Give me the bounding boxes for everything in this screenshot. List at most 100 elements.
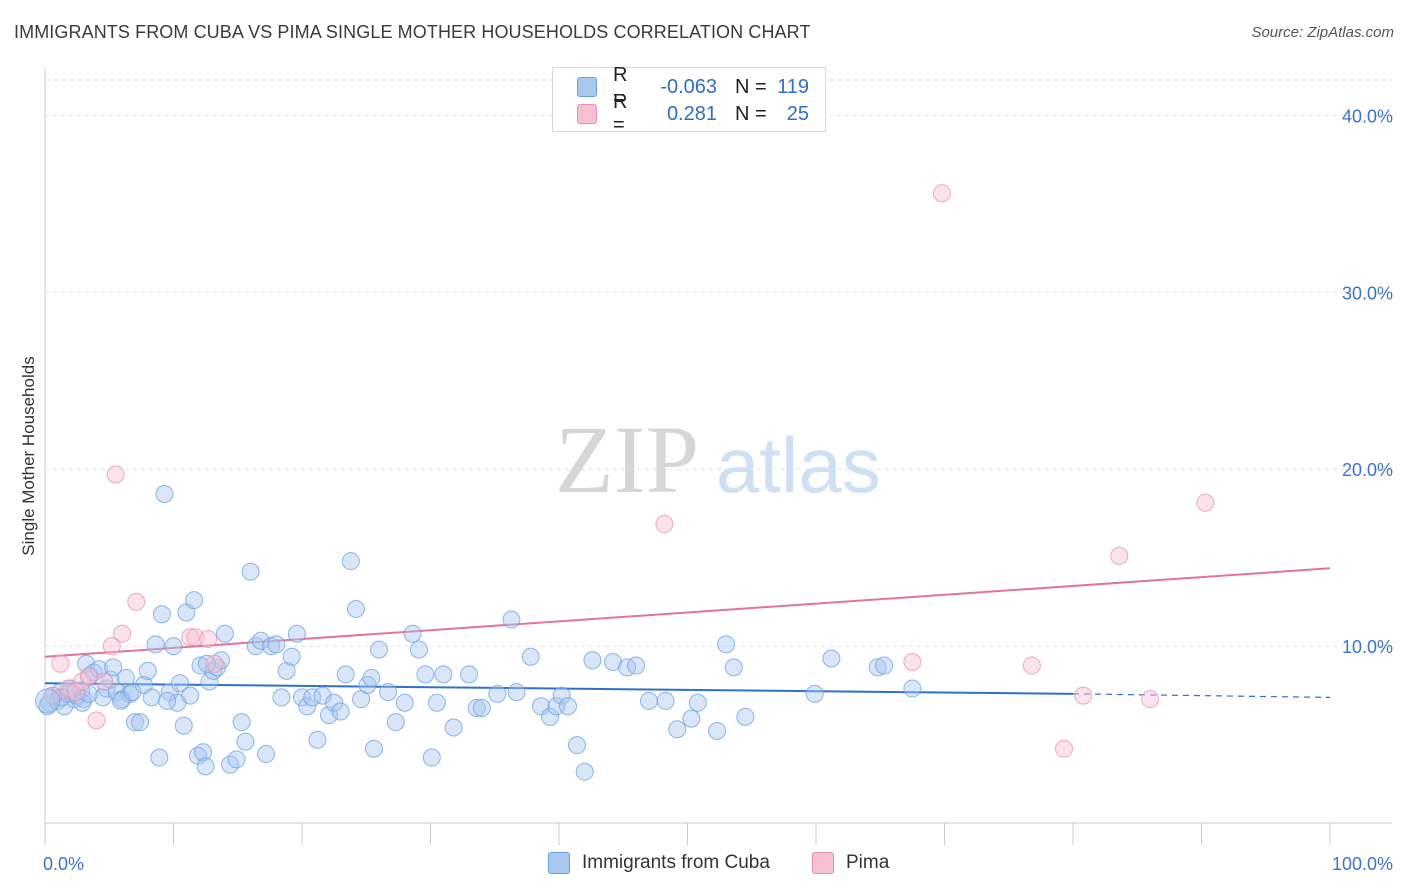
cuba-point [395,693,414,712]
cuba-point [656,691,675,710]
bottom-legend-swatch-pima [812,852,834,874]
x-tick-label: 0.0% [43,854,84,874]
cuba-point [822,649,841,668]
pima-point [655,515,674,534]
correlation-legend: R = -0.063 N = 119 R = 0.281 N = 25 [552,64,826,136]
cuba-point [246,637,265,656]
pima-point [102,637,121,656]
pima-point [95,672,114,691]
cuba-point [567,736,586,755]
cuba-point [403,624,422,643]
cuba-point [97,679,116,698]
cuba-point [507,683,526,702]
cuba-point [194,743,213,762]
cuba-point [142,688,161,707]
y-tick-label: 10.0% [1342,637,1393,657]
cuba-point [627,656,646,675]
legend-swatch-pima [577,104,597,124]
cuba-point [379,683,398,702]
pima-point [1141,690,1160,709]
pima-point [106,465,125,484]
pima-point [932,184,951,203]
pima-trend-line [44,567,1331,658]
legend-n-label: N = [735,75,767,98]
cuba-point [73,693,92,712]
cuba-point [583,651,602,670]
pima-point [1196,493,1215,512]
cuba-point [150,748,169,767]
y-tick-label: 20.0% [1342,460,1393,480]
cuba-point [146,635,165,654]
cuba-point [575,762,594,781]
cuba-point [174,716,193,735]
cuba-point [467,699,486,718]
watermark-zip: ZIP [555,406,699,513]
cuba-point [120,684,139,703]
cuba-point [521,647,540,666]
cuba-point [736,707,755,726]
pima-point [51,654,70,673]
cuba-trend-line [44,682,1074,695]
chart-title: IMMIGRANTS FROM CUBA VS PIMA SINGLE MOTH… [14,22,811,42]
pima-point [79,667,98,686]
cuba-point [364,739,383,758]
pima-point [66,683,85,702]
legend-row-pima: R = 0.281 N = 25 [577,91,809,136]
pima-point [1110,546,1129,565]
cuba-point [341,552,360,571]
cuba-point [502,610,521,629]
cuba-point [308,730,327,749]
cuba-point [215,624,234,643]
cuba-point [472,699,491,718]
cuba-point [868,658,887,677]
cuba-point [875,656,894,675]
cuba-point [185,591,204,610]
tick-labels: 10.0% 20.0% 30.0% 40.0% 0.0% 100.0% [43,106,1393,874]
pima-point [199,630,218,649]
cuba-point [541,707,560,726]
bottom-legend-swatch-cuba [548,852,570,874]
pima-point [127,592,146,611]
cuba-point [422,748,441,767]
cuba-point [434,665,453,684]
pima-point [205,654,224,673]
cuba-point [267,635,286,654]
cuba-point [331,702,350,721]
legend-r-value-pima: 0.281 [666,102,717,125]
cuba-point [170,674,189,693]
cuba-point [558,697,577,716]
pima-point [903,653,922,672]
legend-r-value-cuba: -0.063 [660,75,717,98]
y-tick-label: 30.0% [1342,283,1393,303]
y-axis-label: Single Mother Households [19,356,38,555]
source-label: Source: ZipAtlas.com [1251,24,1394,41]
cuba-trend-extension [1072,693,1331,698]
pima-point [1055,739,1074,758]
cuba-point [257,745,276,764]
cuba-point [197,654,216,673]
cuba-point [293,688,311,707]
cuba-point [251,631,270,650]
bottom-legend-label-pima: Pima [846,852,890,873]
x-tick-label: 100.0% [1332,854,1393,874]
cuba-point [152,605,171,624]
cuba-point [155,484,174,503]
legend-n-label: N = [735,102,767,125]
cuba-point [717,635,736,654]
cuba-point [35,688,61,714]
cuba-point [282,647,301,666]
cuba-point [272,688,291,707]
cuba-point [386,713,405,732]
cuba-point [227,750,246,769]
cuba-point [241,562,260,581]
legend-swatch-cuba [577,77,597,97]
bottom-legend-cuba: Immigrants from Cuba [548,852,770,874]
cuba-point [346,599,365,618]
cuba-point [104,658,123,677]
y-tick-label: 40.0% [1342,106,1393,126]
cuba-point [200,672,219,691]
cuba-point [287,624,306,643]
legend-r-label: R = [613,64,628,109]
cuba-point [708,722,727,741]
